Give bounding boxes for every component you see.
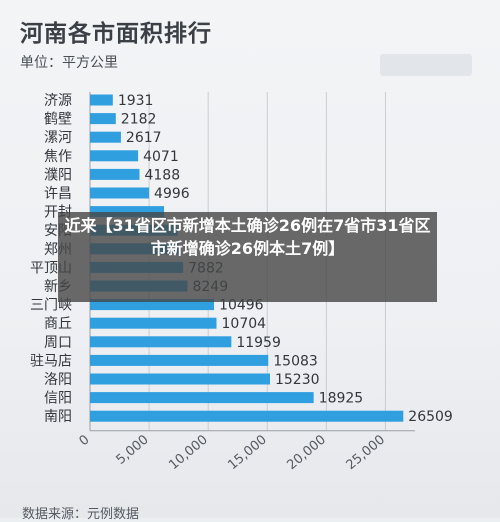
x-tick-label: 15,000	[225, 432, 269, 473]
chart-title: 河南各市面积排行	[20, 21, 212, 47]
bar	[90, 113, 116, 125]
category-label: 鹤壁	[44, 112, 72, 128]
watermark-logo	[380, 54, 472, 76]
value-label: 11959	[236, 335, 281, 351]
value-label: 4188	[144, 167, 180, 183]
value-label: 2617	[126, 130, 162, 146]
bar	[90, 410, 404, 422]
unit-label: 单位：平方公里	[20, 55, 118, 71]
bar	[90, 392, 314, 404]
value-label: 10704	[222, 316, 267, 332]
bar	[90, 187, 150, 199]
bar	[90, 150, 139, 162]
bar	[90, 299, 215, 311]
bar	[90, 131, 121, 143]
x-tick-label: 25,000	[344, 432, 388, 473]
value-label: 4996	[154, 186, 190, 202]
value-label: 15083	[273, 353, 318, 369]
x-tick-label: 0	[77, 432, 93, 449]
x-tick-label: 5,000	[114, 432, 152, 467]
bar	[90, 317, 217, 329]
x-tick-label: 10,000	[166, 432, 210, 473]
bar	[90, 94, 113, 106]
category-label: 洛阳	[44, 372, 72, 388]
value-label: 2182	[121, 112, 157, 128]
category-label: 漯河	[44, 130, 72, 146]
category-label: 济源	[44, 93, 72, 109]
data-source-label: 数据来源：元例数据	[22, 507, 140, 522]
category-label: 濮阳	[44, 167, 72, 183]
x-tick-label: 20,000	[284, 432, 328, 473]
category-label: 周口	[44, 335, 72, 351]
news-overlay-banner[interactable]	[58, 212, 437, 302]
category-label: 南阳	[44, 409, 72, 425]
value-label: 15230	[275, 372, 320, 388]
bar	[90, 336, 232, 348]
bar	[90, 168, 140, 180]
category-label: 驻马店	[30, 353, 72, 369]
value-label: 4071	[143, 149, 179, 165]
category-label: 焦作	[44, 149, 72, 165]
value-label: 1931	[118, 93, 154, 109]
value-label: 18925	[319, 391, 364, 407]
category-label: 商丘	[44, 316, 72, 332]
category-label: 信阳	[44, 391, 72, 407]
value-label: 26509	[408, 409, 453, 425]
bar	[90, 354, 269, 366]
news-headline[interactable]: 近来【31省区市新增本土确诊26例在7省市31省区市新增确诊26例本土7例】	[64, 216, 431, 258]
bar	[90, 206, 165, 218]
category-label: 许昌	[44, 186, 72, 202]
bar	[90, 373, 270, 385]
